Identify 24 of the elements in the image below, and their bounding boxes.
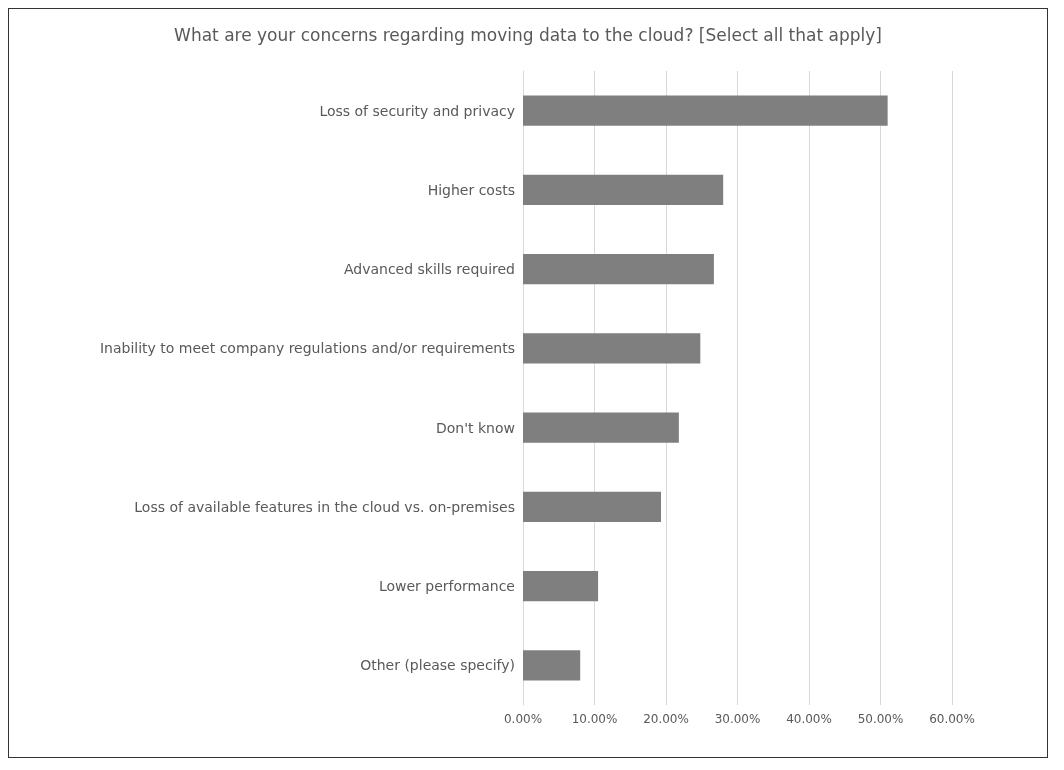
y-tick-label: Higher costs: [427, 181, 515, 198]
x-tick-label: 50.00%: [857, 712, 904, 726]
bar: [523, 95, 888, 126]
x-tick-label: 0.00%: [503, 712, 543, 726]
y-tick-label: Don't know: [435, 419, 515, 436]
bar: [523, 491, 661, 522]
bar: [523, 174, 724, 205]
x-tick-label: 60.00%: [929, 712, 975, 726]
bar: [523, 254, 714, 285]
y-tick-label: Inability to meet company regulations and/or requirements: [99, 340, 515, 357]
chart-title: What are your concerns regarding moving data to the cloud? [Select all that apply]: [174, 24, 882, 45]
bar: [523, 571, 599, 602]
y-tick-label: Loss of security and privacy: [319, 102, 515, 119]
bar: [523, 333, 701, 364]
bar: [523, 650, 581, 681]
y-tick-label: Lower performance: [378, 578, 515, 595]
x-tick-label: 30.00%: [714, 712, 761, 726]
x-tick-label: 10.00%: [571, 712, 618, 726]
bar: [523, 412, 679, 443]
x-tick-label: 40.00%: [786, 712, 832, 726]
y-tick-label: Advanced skills required: [343, 261, 515, 278]
y-tick-label: Other (please specify): [360, 657, 515, 674]
y-tick-label: Loss of available features in the cloud vs. on-premises: [134, 498, 515, 515]
x-tick-label: 20.00%: [643, 712, 689, 726]
